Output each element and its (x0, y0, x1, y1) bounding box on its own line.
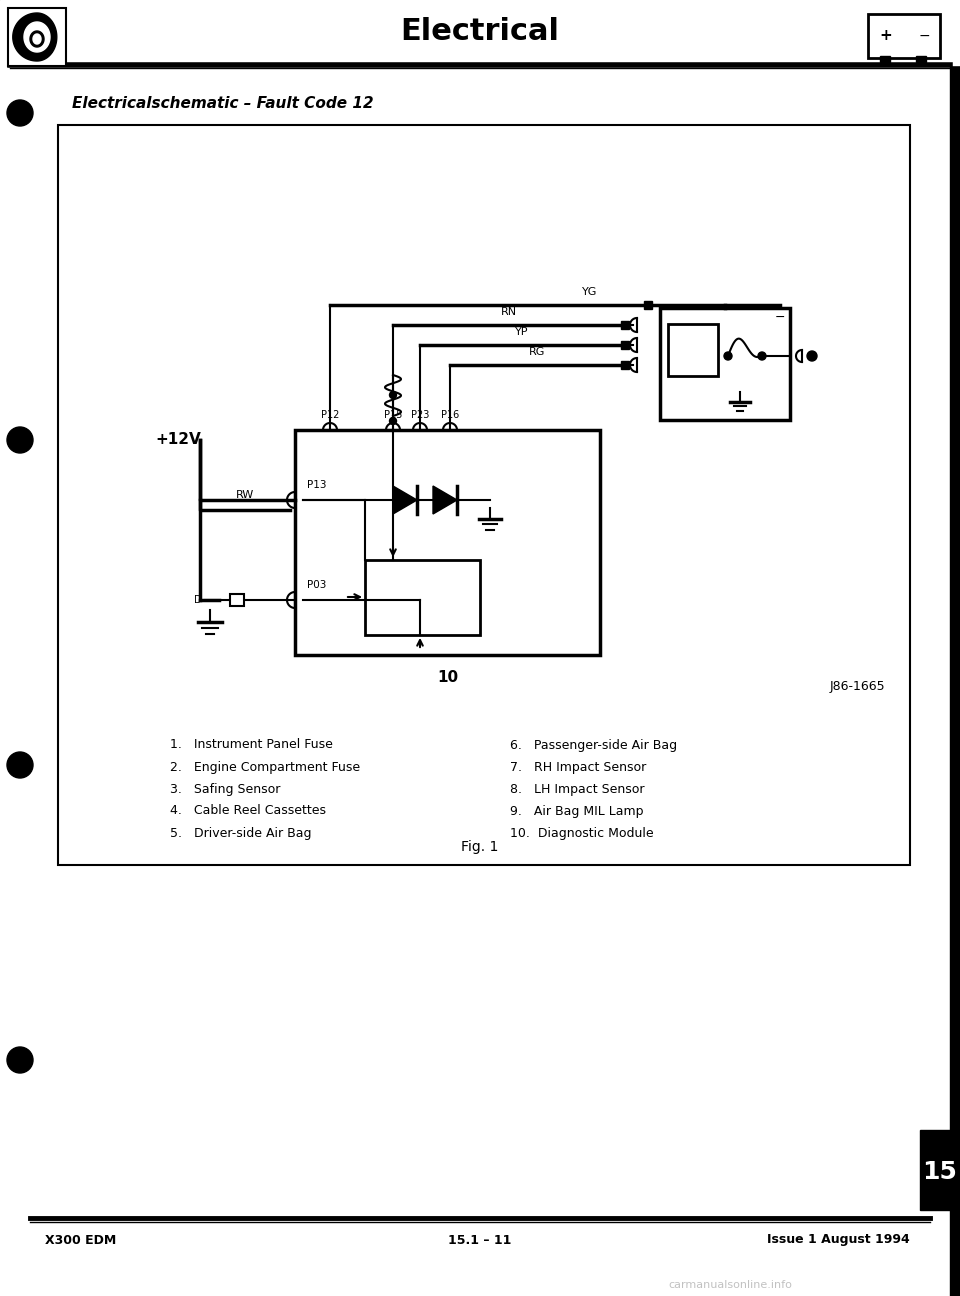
Text: carmanualsonline.info: carmanualsonline.info (668, 1280, 792, 1290)
Circle shape (7, 752, 33, 778)
Bar (0, 0, 960, 5)
Bar (365, 560, 480, 635)
Polygon shape (22, 45, 52, 58)
Text: Electricalschematic – Fault Code 12: Electricalschematic – Fault Code 12 (72, 96, 373, 110)
Bar (868, 14, 940, 58)
Bar (58, 124, 910, 864)
Circle shape (724, 353, 732, 360)
Text: +12V: +12V (155, 433, 201, 447)
Text: 5.   Driver-side Air Bag: 5. Driver-side Air Bag (170, 827, 311, 840)
Text: RN: RN (501, 307, 517, 318)
Circle shape (7, 100, 33, 126)
Text: YP: YP (516, 327, 529, 337)
Circle shape (390, 391, 396, 398)
Text: 2.   Engine Compartment Fuse: 2. Engine Compartment Fuse (170, 761, 360, 774)
Text: 9.   Air Bag MIL Lamp: 9. Air Bag MIL Lamp (510, 805, 643, 818)
Text: P12: P12 (321, 410, 339, 420)
Text: Electrical: Electrical (400, 18, 560, 47)
Text: 7.   RH Impact Sensor: 7. RH Impact Sensor (510, 761, 646, 774)
Text: D: D (194, 595, 202, 605)
Text: 15: 15 (923, 1160, 957, 1185)
Bar (295, 430, 600, 654)
Text: YG: YG (583, 286, 598, 297)
Bar (644, 301, 652, 308)
Text: P16: P16 (441, 410, 459, 420)
Text: 3.   Safing Sensor: 3. Safing Sensor (170, 783, 280, 796)
Text: 4.   Cable Reel Cassettes: 4. Cable Reel Cassettes (170, 805, 326, 818)
Text: 6.   Passenger-side Air Bag: 6. Passenger-side Air Bag (510, 739, 677, 752)
Polygon shape (24, 22, 50, 52)
Bar (621, 321, 629, 329)
Text: Issue 1 August 1994: Issue 1 August 1994 (767, 1234, 910, 1247)
Circle shape (390, 417, 396, 425)
Circle shape (758, 353, 766, 360)
Text: 10: 10 (437, 670, 458, 686)
Circle shape (7, 426, 33, 454)
Text: RW: RW (236, 490, 254, 500)
Bar (660, 308, 790, 420)
Bar (8, 8, 66, 66)
Bar (621, 341, 629, 349)
Circle shape (7, 1047, 33, 1073)
Polygon shape (393, 486, 417, 515)
Bar (920, 1130, 960, 1210)
Bar (230, 594, 244, 607)
Text: −: − (918, 29, 930, 43)
Text: 10.  Diagnostic Module: 10. Diagnostic Module (510, 827, 654, 840)
Bar (668, 324, 718, 376)
Bar (880, 56, 890, 62)
Text: X300 EDM: X300 EDM (45, 1234, 116, 1247)
Bar (916, 56, 926, 62)
Polygon shape (12, 13, 57, 61)
Text: J86-1665: J86-1665 (829, 680, 885, 693)
Text: 8.   LH Impact Sensor: 8. LH Impact Sensor (510, 783, 644, 796)
Text: P15: P15 (384, 410, 402, 420)
Polygon shape (33, 34, 41, 44)
Polygon shape (30, 31, 44, 47)
Bar (621, 362, 629, 369)
Text: −: − (775, 311, 785, 324)
Text: 1.   Instrument Panel Fuse: 1. Instrument Panel Fuse (170, 739, 333, 752)
Text: RG: RG (529, 347, 545, 356)
Text: P23: P23 (411, 410, 429, 420)
Text: 15.1 – 11: 15.1 – 11 (448, 1234, 512, 1247)
Text: P13: P13 (307, 480, 326, 490)
Text: +: + (879, 29, 893, 44)
Circle shape (807, 351, 817, 362)
Polygon shape (433, 486, 457, 515)
Text: P03: P03 (307, 581, 326, 590)
Bar (950, 0, 960, 1296)
Bar (0, 0, 960, 65)
Text: Fig. 1: Fig. 1 (462, 840, 498, 854)
